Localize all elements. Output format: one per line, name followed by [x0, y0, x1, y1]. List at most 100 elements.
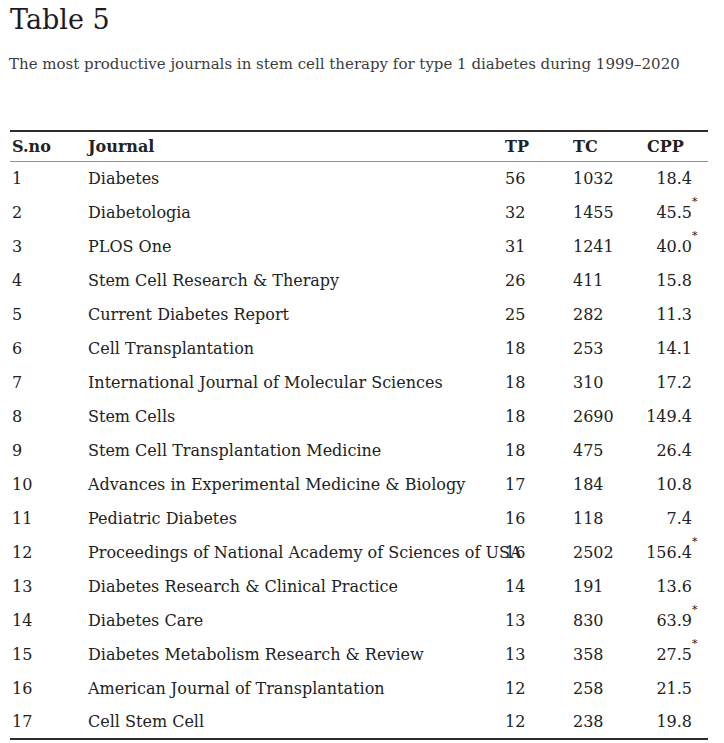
significance-asterisk: *: [692, 604, 698, 615]
tp-cell: 16: [505, 535, 573, 569]
page-title: Table 5: [10, 4, 110, 35]
table-row: 12 Proceedings of National Academy of Sc…: [10, 535, 708, 569]
tc-cell: 1032: [573, 161, 643, 195]
sno-cell: 8: [10, 399, 88, 433]
cpp-cell: 26.4: [643, 433, 708, 467]
sno-cell: 16: [10, 671, 88, 705]
header-row: S.no Journal TP TC CPP: [10, 131, 708, 161]
table-row: 6 Cell Transplantation 18 253 14.1: [10, 331, 708, 365]
tp-cell: 18: [505, 399, 573, 433]
tp-cell: 12: [505, 705, 573, 739]
cpp-cell: 13.6: [643, 569, 708, 603]
tc-cell: 282: [573, 297, 643, 331]
sno-cell: 17: [10, 705, 88, 739]
table-row: 7 International Journal of Molecular Sci…: [10, 365, 708, 399]
tc-cell: 2502: [573, 535, 643, 569]
cpp-value: 11.3: [656, 305, 692, 324]
cpp-value: 15.8: [656, 271, 692, 290]
column-header-tc: TC: [573, 131, 643, 161]
cpp-cell: 17.2: [643, 365, 708, 399]
tc-cell: 1241: [573, 229, 643, 263]
sno-cell: 7: [10, 365, 88, 399]
journal-cell: Diabetes Care: [88, 603, 505, 637]
table-row: 1 Diabetes 56 1032 18.4: [10, 161, 708, 195]
tp-cell: 13: [505, 603, 573, 637]
tp-cell: 14: [505, 569, 573, 603]
cpp-value: 14.1: [656, 339, 692, 358]
table-caption: The most productive journals in stem cel…: [9, 55, 680, 73]
cpp-value: 156.4*: [646, 543, 692, 562]
table-row: 4 Stem Cell Research & Therapy 26 411 15…: [10, 263, 708, 297]
cpp-cell: 45.5*: [643, 195, 708, 229]
table-row: 15 Diabetes Metabolism Research & Review…: [10, 637, 708, 671]
cpp-value: 27.5*: [656, 645, 692, 664]
tc-cell: 118: [573, 501, 643, 535]
journal-cell: American Journal of Transplantation: [88, 671, 505, 705]
tc-cell: 1455: [573, 195, 643, 229]
table-row: 11 Pediatric Diabetes 16 118 7.4: [10, 501, 708, 535]
column-header-cpp: CPP: [643, 131, 708, 161]
table-row: 14 Diabetes Care 13 830 63.9*: [10, 603, 708, 637]
cpp-cell: 15.8: [643, 263, 708, 297]
cpp-value: 26.4: [656, 441, 692, 460]
cpp-value: 40.0*: [656, 237, 692, 256]
tc-cell: 475: [573, 433, 643, 467]
cpp-value: 7.4: [667, 509, 692, 528]
tc-cell: 238: [573, 705, 643, 739]
cpp-value: 45.5*: [656, 203, 692, 222]
tc-cell: 253: [573, 331, 643, 365]
cpp-value: 13.6: [656, 577, 692, 596]
sno-cell: 14: [10, 603, 88, 637]
tp-cell: 18: [505, 433, 573, 467]
journal-cell: PLOS One: [88, 229, 505, 263]
column-header-tp: TP: [505, 131, 573, 161]
journal-cell: Stem Cell Research & Therapy: [88, 263, 505, 297]
journal-cell: Diabetes Metabolism Research & Review: [88, 637, 505, 671]
cpp-cell: 40.0*: [643, 229, 708, 263]
journal-cell: Stem Cells: [88, 399, 505, 433]
sno-cell: 3: [10, 229, 88, 263]
cpp-cell: 63.9*: [643, 603, 708, 637]
tc-cell: 184: [573, 467, 643, 501]
tc-cell: 310: [573, 365, 643, 399]
table-row: 2 Diabetologia 32 1455 45.5*: [10, 195, 708, 229]
cpp-value: 10.8: [656, 475, 692, 494]
tp-cell: 56: [505, 161, 573, 195]
tc-cell: 2690: [573, 399, 643, 433]
table-row: 10 Advances in Experimental Medicine & B…: [10, 467, 708, 501]
significance-asterisk: *: [692, 196, 698, 207]
journals-table: S.no Journal TP TC CPP 1 Diabetes 56 103…: [10, 130, 708, 740]
table-row: 3 PLOS One 31 1241 40.0*: [10, 229, 708, 263]
sno-cell: 15: [10, 637, 88, 671]
sno-cell: 6: [10, 331, 88, 365]
column-header-sno: S.no: [10, 131, 88, 161]
journal-cell: Stem Cell Transplantation Medicine: [88, 433, 505, 467]
table-row: 17 Cell Stem Cell 12 238 19.8: [10, 705, 708, 739]
tc-cell: 358: [573, 637, 643, 671]
sno-cell: 12: [10, 535, 88, 569]
cpp-value: 21.5: [656, 679, 692, 698]
sno-cell: 5: [10, 297, 88, 331]
journal-cell: Cell Stem Cell: [88, 705, 505, 739]
cpp-value: 63.9*: [656, 611, 692, 630]
cpp-value: 149.4: [646, 407, 692, 426]
significance-asterisk: *: [692, 536, 698, 547]
significance-asterisk: *: [692, 230, 698, 241]
tp-cell: 17: [505, 467, 573, 501]
sno-cell: 13: [10, 569, 88, 603]
sno-cell: 4: [10, 263, 88, 297]
tc-cell: 411: [573, 263, 643, 297]
table-row: 8 Stem Cells 18 2690 149.4: [10, 399, 708, 433]
cpp-cell: 11.3: [643, 297, 708, 331]
journal-cell: Diabetes Research & Clinical Practice: [88, 569, 505, 603]
sno-cell: 9: [10, 433, 88, 467]
significance-asterisk: *: [692, 638, 698, 649]
sno-cell: 1: [10, 161, 88, 195]
journal-cell: Cell Transplantation: [88, 331, 505, 365]
tc-cell: 258: [573, 671, 643, 705]
cpp-cell: 7.4: [643, 501, 708, 535]
cpp-value: 19.8: [656, 712, 692, 731]
tp-cell: 26: [505, 263, 573, 297]
journal-cell: Current Diabetes Report: [88, 297, 505, 331]
journal-cell: Diabetes: [88, 161, 505, 195]
